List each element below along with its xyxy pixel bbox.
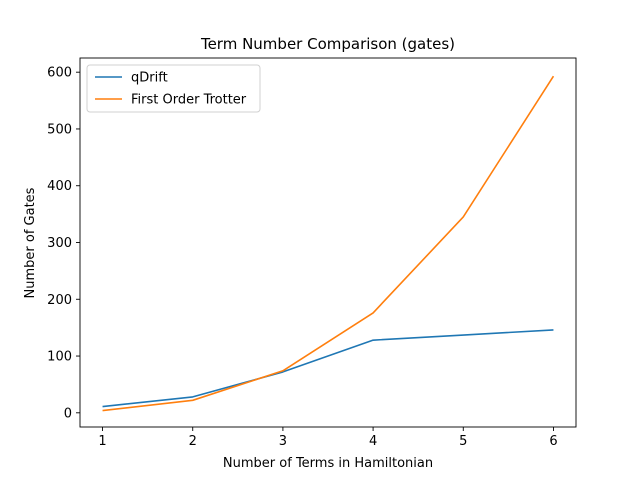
y-tick-label: 600 — [47, 66, 72, 81]
y-tick-label: 300 — [47, 236, 72, 251]
y-tick-label: 100 — [47, 350, 72, 365]
legend-label-1: First Order Trotter — [131, 93, 247, 108]
x-tick-label: 5 — [459, 434, 467, 449]
chart-title: Term Number Comparison (gates) — [200, 35, 455, 53]
y-axis-label: Number of Gates — [23, 187, 38, 298]
x-tick-label: 1 — [98, 434, 106, 449]
x-tick-label: 4 — [369, 434, 377, 449]
y-tick-label: 200 — [47, 293, 72, 308]
legend: qDrift First Order Trotter — [86, 64, 261, 113]
x-tick-label: 6 — [549, 434, 557, 449]
x-tick-label: 3 — [279, 434, 287, 449]
y-tick-label: 500 — [47, 122, 72, 137]
series-line-0 — [102, 329, 554, 408]
x-axis-label: Number of Terms in Hamiltonian — [223, 456, 433, 471]
legend-box — [86, 64, 261, 113]
legend-label-0: qDrift — [131, 71, 168, 86]
series-line-1 — [102, 75, 555, 412]
axes-layer: 1 2 3 4 5 6 0 100 200 300 400 500 600 — [47, 57, 577, 449]
x-tick-label: 2 — [189, 434, 197, 449]
series-layer — [102, 75, 555, 412]
y-tick-label: 400 — [47, 179, 72, 194]
y-tick-label: 0 — [64, 406, 72, 421]
